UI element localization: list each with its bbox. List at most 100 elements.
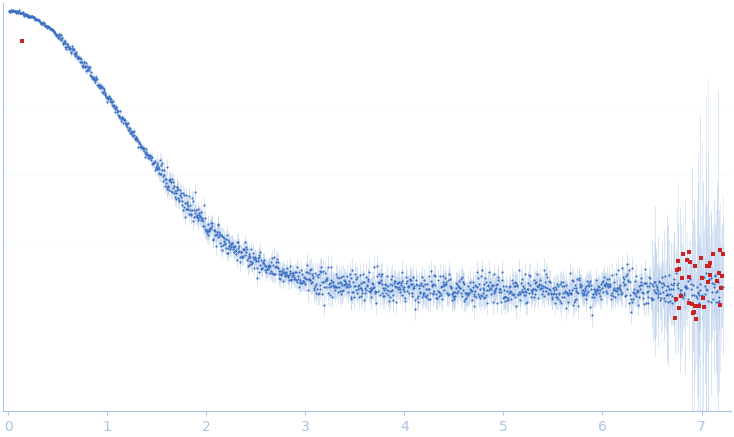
Point: [266, 267, 277, 274]
Point: [437, 278, 449, 285]
Point: [283, 272, 294, 279]
Point: [178, 206, 189, 213]
Point: [669, 280, 680, 287]
Point: [596, 279, 608, 286]
Point: [239, 252, 250, 259]
Point: [267, 262, 279, 269]
Point: [276, 269, 288, 276]
Point: [259, 262, 271, 269]
Point: [126, 128, 138, 135]
Point: [294, 280, 306, 287]
Point: [490, 281, 502, 288]
Point: [447, 290, 459, 297]
Point: [162, 182, 174, 189]
Point: [360, 290, 371, 297]
Point: [517, 289, 528, 296]
Point: [207, 236, 219, 243]
Point: [341, 282, 352, 289]
Point: [562, 289, 573, 296]
Point: [415, 279, 426, 286]
Point: [417, 283, 429, 290]
Point: [553, 291, 564, 298]
Point: [574, 281, 586, 288]
Point: [130, 134, 142, 141]
Point: [448, 296, 460, 303]
Point: [543, 277, 555, 284]
Point: [305, 266, 317, 273]
Point: [643, 282, 655, 289]
Point: [599, 282, 611, 289]
Point: [556, 282, 567, 289]
Point: [66, 43, 78, 50]
Point: [680, 283, 692, 290]
Point: [599, 281, 611, 288]
Point: [304, 277, 316, 284]
Point: [289, 276, 301, 283]
Point: [668, 276, 680, 283]
Point: [691, 288, 703, 295]
Point: [309, 283, 321, 290]
Point: [272, 264, 283, 271]
Point: [305, 280, 317, 287]
Point: [277, 267, 288, 274]
Point: [290, 276, 302, 283]
Point: [436, 295, 448, 302]
Point: [195, 216, 207, 223]
Point: [430, 294, 442, 301]
Point: [321, 276, 333, 283]
Point: [255, 257, 267, 264]
Point: [150, 164, 162, 171]
Point: [280, 269, 292, 276]
Point: [540, 287, 552, 294]
Point: [413, 281, 425, 288]
Point: [232, 238, 244, 245]
Point: [701, 262, 713, 269]
Point: [6, 8, 18, 15]
Point: [390, 277, 401, 284]
Point: [457, 278, 469, 285]
Point: [717, 250, 729, 257]
Point: [142, 154, 154, 161]
Point: [629, 291, 641, 298]
Point: [87, 75, 98, 82]
Point: [538, 266, 550, 273]
Point: [173, 197, 185, 204]
Point: [618, 281, 630, 288]
Point: [350, 275, 362, 282]
Point: [674, 305, 686, 312]
Point: [542, 284, 553, 291]
Point: [319, 277, 330, 284]
Point: [32, 17, 44, 24]
Point: [711, 277, 723, 284]
Point: [42, 23, 54, 30]
Point: [584, 303, 596, 310]
Point: [102, 96, 114, 103]
Point: [523, 279, 534, 286]
Point: [122, 120, 134, 127]
Point: [337, 281, 349, 288]
Point: [619, 293, 631, 300]
Point: [250, 257, 262, 264]
Point: [656, 283, 668, 290]
Point: [106, 101, 117, 108]
Point: [307, 279, 319, 286]
Point: [371, 263, 382, 270]
Point: [421, 292, 433, 299]
Point: [437, 283, 449, 290]
Point: [465, 288, 476, 295]
Point: [335, 280, 347, 287]
Point: [689, 262, 701, 269]
Point: [250, 256, 261, 263]
Point: [78, 59, 90, 66]
Point: [150, 161, 162, 168]
Point: [429, 273, 441, 280]
Point: [527, 286, 539, 293]
Point: [222, 236, 234, 243]
Point: [590, 291, 602, 298]
Point: [268, 271, 280, 277]
Point: [387, 281, 399, 288]
Point: [295, 266, 307, 273]
Point: [92, 81, 103, 88]
Point: [291, 268, 302, 275]
Point: [591, 288, 603, 295]
